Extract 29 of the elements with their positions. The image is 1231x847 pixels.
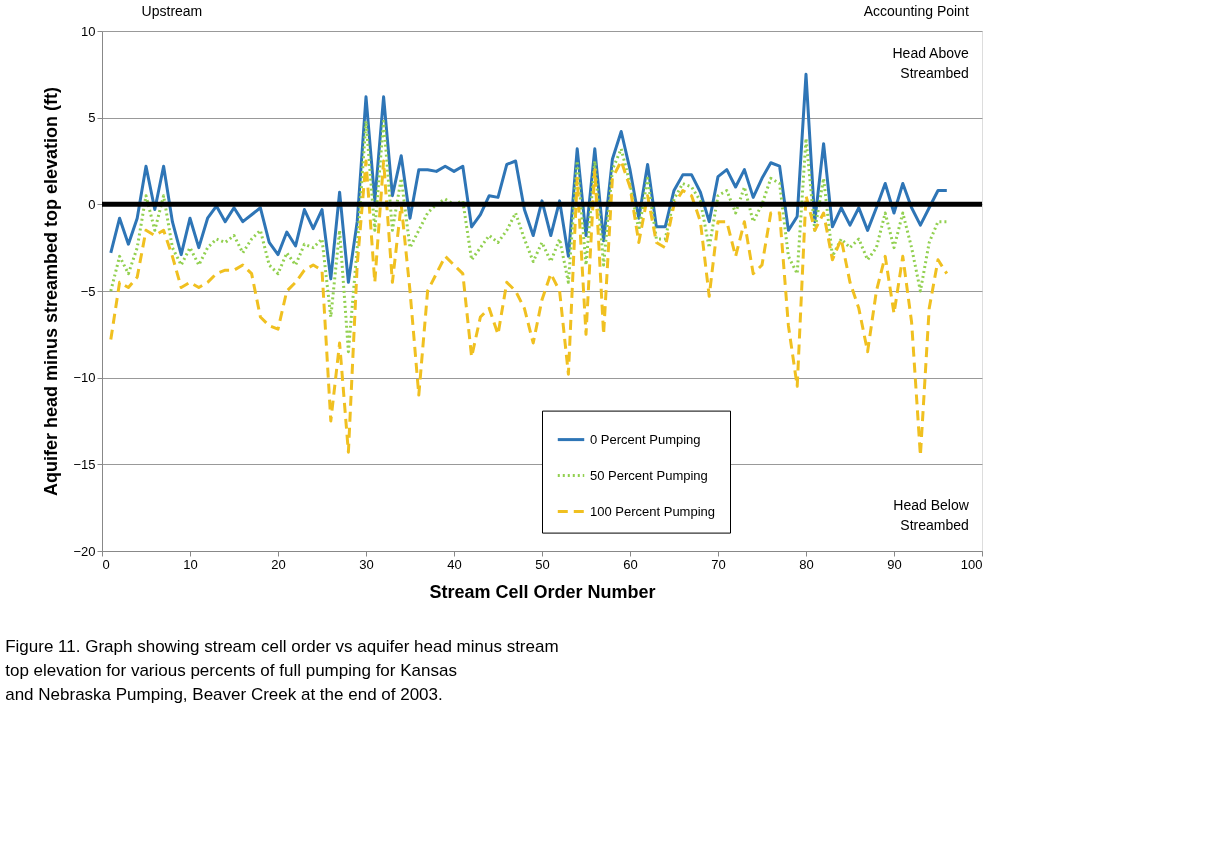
legend-label: 0 Percent Pumping [590, 431, 701, 447]
text: Upstream [141, 3, 203, 19]
y-tick-label: −5 [80, 283, 96, 299]
y-tick-label: 5 [88, 110, 96, 126]
x-tick-label: 60 [623, 556, 638, 572]
y-tick-label: −20 [73, 543, 96, 559]
legend-label: 50 Percent Pumping [590, 467, 708, 483]
x-tick-label: 90 [887, 556, 902, 572]
x-tick-label: 50 [535, 556, 550, 572]
y-tick-label: −10 [73, 370, 96, 386]
y-tick-label: 0 [88, 196, 96, 212]
annotation: Head Above Streambed [892, 44, 969, 81]
x-tick-label: 30 [359, 556, 374, 572]
x-tick-label: 0 [102, 556, 110, 572]
x-tick-label: 100 [960, 556, 983, 572]
x-tick-label: 10 [183, 556, 198, 572]
x-tick-label: 80 [799, 556, 814, 572]
x-axis-title: Stream Cell Order Number [429, 581, 656, 602]
y-tick-label: 10 [81, 23, 96, 39]
line-series [109, 119, 949, 354]
text: Accounting Point [863, 3, 969, 19]
annotation: Head Below Streambed [893, 497, 970, 533]
y-axis-title: Aquifer head minus streambed top elevation (ft) [41, 86, 62, 497]
x-tick-label: 70 [711, 556, 726, 572]
x-tick-label: 40 [447, 556, 462, 572]
caption: Figure 11. Graph showing stream cell order vs aquifer head minus stream top elevation for various percents of full pumping for Kansas and Nebraska Pumping, Beaver Creek at the end of 2003. [5, 637, 559, 705]
y-tick-label: −15 [73, 456, 96, 472]
x-tick-label: 20 [271, 556, 286, 572]
legend-label: 100 Percent Pumping [590, 503, 716, 519]
